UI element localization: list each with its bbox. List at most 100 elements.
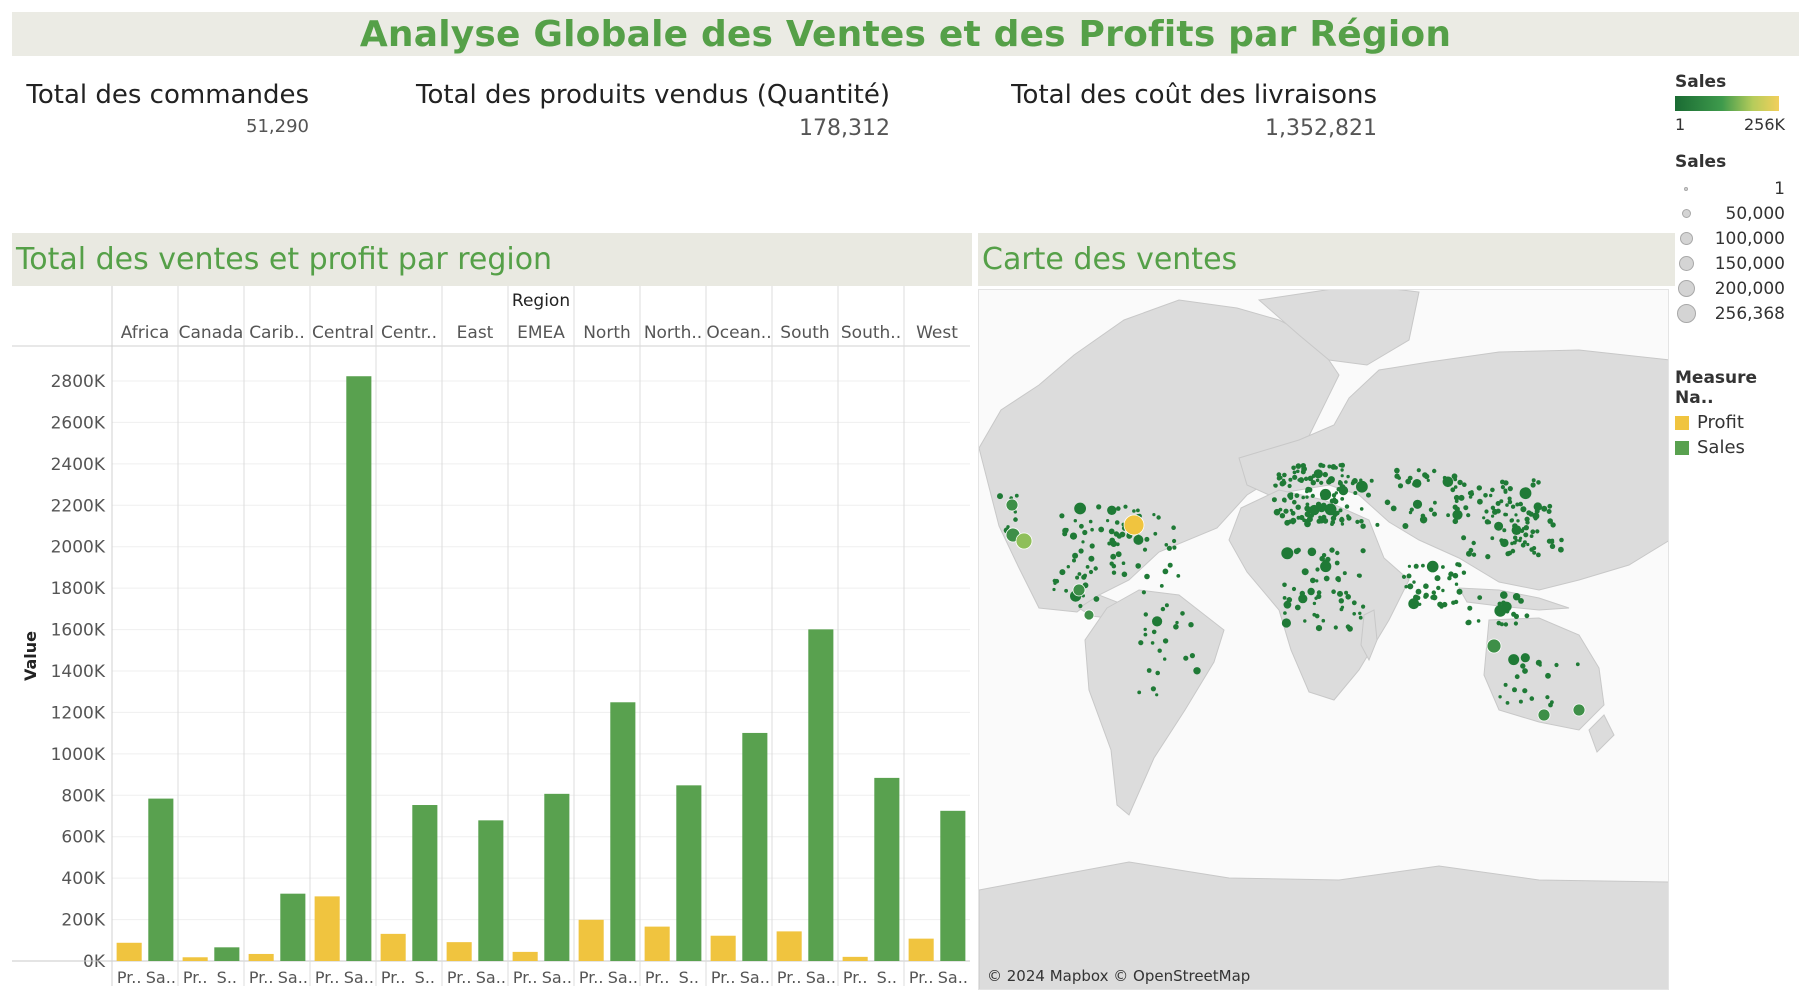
sales-point[interactable] [1315, 567, 1320, 572]
sales-point[interactable] [1329, 547, 1335, 553]
sales-point[interactable] [1319, 555, 1325, 562]
sales-point[interactable] [1375, 522, 1380, 527]
sales-point[interactable] [1461, 570, 1467, 575]
sales-point[interactable] [1441, 565, 1445, 569]
sales-point[interactable] [1153, 531, 1158, 536]
sales-point[interactable] [1441, 588, 1445, 593]
sales-point[interactable] [1111, 563, 1117, 569]
sales-point[interactable] [1501, 600, 1506, 606]
sales-point[interactable] [1077, 572, 1082, 576]
sales-point[interactable] [1546, 509, 1552, 514]
sales-point[interactable] [1520, 653, 1530, 663]
sales-point[interactable] [1442, 475, 1447, 480]
sales-point[interactable] [1432, 468, 1437, 474]
sales-point[interactable] [1303, 476, 1309, 481]
sales-point[interactable] [1483, 493, 1488, 498]
sales-point[interactable] [1409, 507, 1414, 512]
sales-point[interactable] [1307, 587, 1315, 596]
sales-point[interactable] [1344, 480, 1348, 484]
sales-point[interactable] [1412, 499, 1423, 509]
sales-point[interactable] [1456, 588, 1463, 595]
sales-point[interactable] [1407, 564, 1411, 568]
sales-point[interactable] [1432, 511, 1437, 517]
sales-point[interactable] [1346, 474, 1350, 479]
sales-point[interactable] [1535, 529, 1540, 534]
sales-point[interactable] [1452, 518, 1459, 525]
sales-point[interactable] [1143, 627, 1147, 632]
sales-point[interactable] [1300, 479, 1304, 483]
sales-point[interactable] [1514, 674, 1520, 680]
sales-point[interactable] [1110, 553, 1117, 560]
measure-legend-item-sales[interactable]: Sales [1675, 435, 1800, 460]
sales-point[interactable] [1183, 655, 1189, 661]
sales-point[interactable] [1291, 520, 1295, 525]
sales-point[interactable] [1282, 472, 1287, 478]
sales-point[interactable] [1309, 513, 1314, 518]
sales-point[interactable] [1491, 514, 1495, 518]
sales-point[interactable] [1516, 519, 1520, 523]
profit-bar[interactable] [248, 953, 274, 961]
sales-point[interactable] [1450, 487, 1456, 493]
sales-point[interactable] [1394, 473, 1400, 479]
sales-point[interactable] [1359, 478, 1363, 482]
sales-point[interactable] [1146, 668, 1152, 673]
sales-point[interactable] [1162, 638, 1169, 644]
sales-point[interactable] [1531, 478, 1536, 483]
sales-point[interactable] [1406, 573, 1412, 579]
sales-point[interactable] [1431, 590, 1436, 595]
sales-point[interactable] [1319, 480, 1324, 485]
sales-point[interactable] [1304, 505, 1311, 512]
sales-point[interactable] [1276, 476, 1282, 481]
sales-point[interactable] [1547, 518, 1553, 524]
sales-point[interactable] [1518, 598, 1524, 604]
sales-point[interactable] [1485, 554, 1491, 560]
sales-point[interactable] [1507, 499, 1513, 505]
sales-point[interactable] [1281, 478, 1286, 483]
sales-point[interactable] [1064, 588, 1068, 593]
sales-point[interactable] [997, 493, 1003, 500]
sales-bar[interactable] [544, 793, 570, 961]
sales-point[interactable] [1503, 682, 1508, 687]
sales-point-large[interactable] [1537, 708, 1551, 722]
sales-point[interactable] [1536, 552, 1541, 558]
sales-point[interactable] [1164, 603, 1169, 608]
sales-point[interactable] [1461, 535, 1467, 541]
sales-point[interactable] [1162, 568, 1169, 575]
sales-point[interactable] [1484, 509, 1489, 514]
sales-point[interactable] [1457, 479, 1463, 486]
sales-point[interactable] [1526, 542, 1530, 547]
sales-point[interactable] [1452, 509, 1463, 520]
sales-point[interactable] [1133, 534, 1144, 545]
sales-point[interactable] [1494, 521, 1504, 531]
measure-legend-item-profit[interactable]: Profit [1675, 410, 1800, 435]
sales-point[interactable] [1369, 478, 1374, 483]
sales-point[interactable] [1323, 567, 1327, 572]
sales-point[interactable] [1073, 519, 1077, 523]
sales-point[interactable] [1143, 612, 1148, 617]
profit-bar[interactable] [512, 951, 538, 961]
sales-point[interactable] [1052, 587, 1056, 592]
sales-point[interactable] [1316, 593, 1322, 599]
sales-point[interactable] [1466, 513, 1471, 518]
sales-point[interactable] [1512, 593, 1521, 601]
sales-point[interactable] [1477, 498, 1483, 505]
sales-point[interactable] [1310, 493, 1315, 498]
sales-point[interactable] [1282, 582, 1287, 588]
sales-point[interactable] [1093, 596, 1100, 602]
sales-point[interactable] [1273, 508, 1281, 516]
sales-point[interactable] [1059, 569, 1066, 576]
sales-point[interactable] [1278, 507, 1283, 512]
sales-point[interactable] [1111, 570, 1117, 575]
world-map[interactable] [979, 290, 1669, 990]
sales-point[interactable] [1360, 523, 1366, 529]
sales-point[interactable] [1439, 604, 1444, 609]
sales-point[interactable] [1283, 499, 1287, 503]
sales-point[interactable] [1505, 503, 1509, 507]
sales-point[interactable] [1339, 517, 1345, 523]
sales-point-large[interactable] [1005, 498, 1019, 512]
sales-point[interactable] [1072, 558, 1076, 563]
sales-point[interactable] [1549, 543, 1556, 549]
sales-point[interactable] [1404, 585, 1408, 589]
sales-point[interactable] [1401, 574, 1407, 579]
sales-point[interactable] [1500, 591, 1508, 599]
